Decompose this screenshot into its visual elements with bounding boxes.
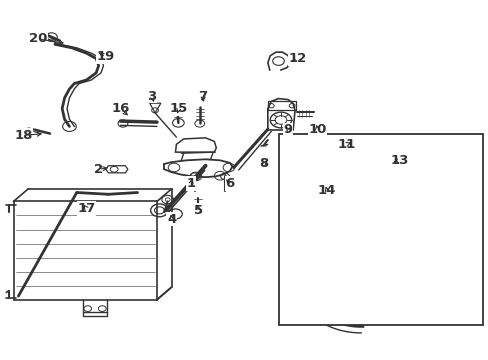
Text: 16: 16 xyxy=(111,102,129,115)
Text: 2: 2 xyxy=(94,163,103,176)
Text: 1: 1 xyxy=(186,177,195,190)
Text: 4: 4 xyxy=(166,213,176,226)
Text: 17: 17 xyxy=(77,202,96,215)
Text: 7: 7 xyxy=(198,90,207,103)
Text: 12: 12 xyxy=(288,52,306,65)
Text: 14: 14 xyxy=(317,184,336,197)
Text: 10: 10 xyxy=(307,123,326,136)
Text: 8: 8 xyxy=(259,157,268,170)
Text: 15: 15 xyxy=(169,102,187,115)
Bar xyxy=(278,134,482,325)
Text: 20: 20 xyxy=(29,32,47,45)
Text: 6: 6 xyxy=(225,177,234,190)
Text: 3: 3 xyxy=(147,90,157,103)
Text: 11: 11 xyxy=(337,138,355,151)
Text: 9: 9 xyxy=(283,123,292,136)
Text: 13: 13 xyxy=(390,154,408,167)
Text: 5: 5 xyxy=(193,204,203,217)
Text: 18: 18 xyxy=(14,129,32,142)
Text: 19: 19 xyxy=(97,50,115,63)
